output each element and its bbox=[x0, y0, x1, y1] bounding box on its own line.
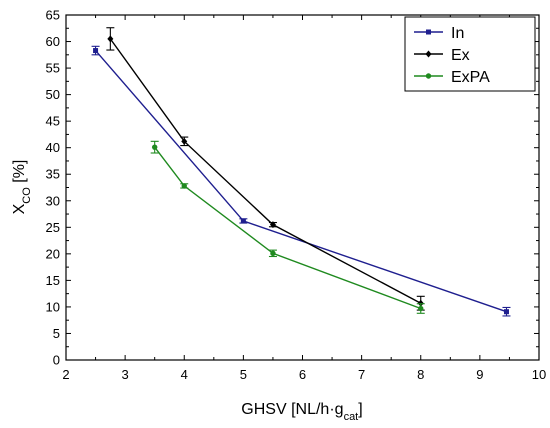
x-tick-label: 5 bbox=[240, 367, 247, 382]
data-point-in bbox=[503, 309, 509, 315]
y-tick-label: 65 bbox=[46, 8, 60, 23]
x-tick-label: 10 bbox=[532, 367, 546, 382]
y-tick-label: 5 bbox=[53, 326, 60, 341]
y-tick-label: 45 bbox=[46, 114, 60, 129]
x-tick-label: 9 bbox=[476, 367, 483, 382]
series-expa bbox=[150, 140, 425, 314]
series-layer bbox=[91, 27, 511, 317]
data-point-ex bbox=[107, 35, 114, 43]
y-tick-label: 25 bbox=[46, 220, 60, 235]
x-tick-label: 8 bbox=[417, 367, 424, 382]
legend-marker-expa bbox=[425, 73, 432, 79]
legend-label-expa: ExPA bbox=[451, 69, 490, 86]
data-point-ex bbox=[181, 137, 188, 145]
data-point-expa bbox=[151, 144, 158, 150]
y-tick-label: 20 bbox=[46, 246, 60, 261]
data-point-ex bbox=[269, 221, 276, 229]
y-axis-title: XCO [%] bbox=[11, 160, 33, 215]
y-tick-label: 50 bbox=[46, 87, 60, 102]
data-point-in bbox=[93, 48, 99, 54]
x-tick-label: 3 bbox=[122, 367, 129, 382]
x-tick-label: 2 bbox=[62, 367, 69, 382]
y-tick-label: 15 bbox=[46, 273, 60, 288]
legend-label-in: In bbox=[451, 25, 464, 42]
y-tick-label: 10 bbox=[46, 299, 60, 314]
y-tick-label: 0 bbox=[53, 353, 60, 368]
legend-marker-in bbox=[426, 29, 431, 35]
data-point-expa bbox=[181, 183, 187, 189]
y-tick-label: 30 bbox=[46, 193, 60, 208]
series-line-expa bbox=[154, 146, 421, 310]
data-point-expa bbox=[270, 250, 276, 257]
y-tick-label: 40 bbox=[46, 140, 60, 155]
x-tick-label: 7 bbox=[358, 367, 365, 382]
x-tick-label: 4 bbox=[181, 367, 188, 382]
x-axis-title: GHSV [NL/h·gcat] bbox=[241, 401, 362, 423]
y-tick-label: 35 bbox=[46, 167, 60, 182]
data-point-in bbox=[240, 218, 246, 224]
legend-label-ex: Ex bbox=[451, 47, 470, 64]
series-line-ex bbox=[109, 38, 422, 304]
data-point-expa bbox=[418, 305, 424, 312]
series-in bbox=[91, 45, 511, 317]
y-tick-label: 55 bbox=[46, 61, 60, 76]
legend: In Ex ExPA bbox=[404, 16, 536, 92]
y-tick-label: 60 bbox=[46, 34, 60, 49]
plot-frame bbox=[65, 14, 540, 361]
legend-marker-ex bbox=[425, 50, 432, 58]
x-tick-label: 6 bbox=[299, 367, 306, 382]
